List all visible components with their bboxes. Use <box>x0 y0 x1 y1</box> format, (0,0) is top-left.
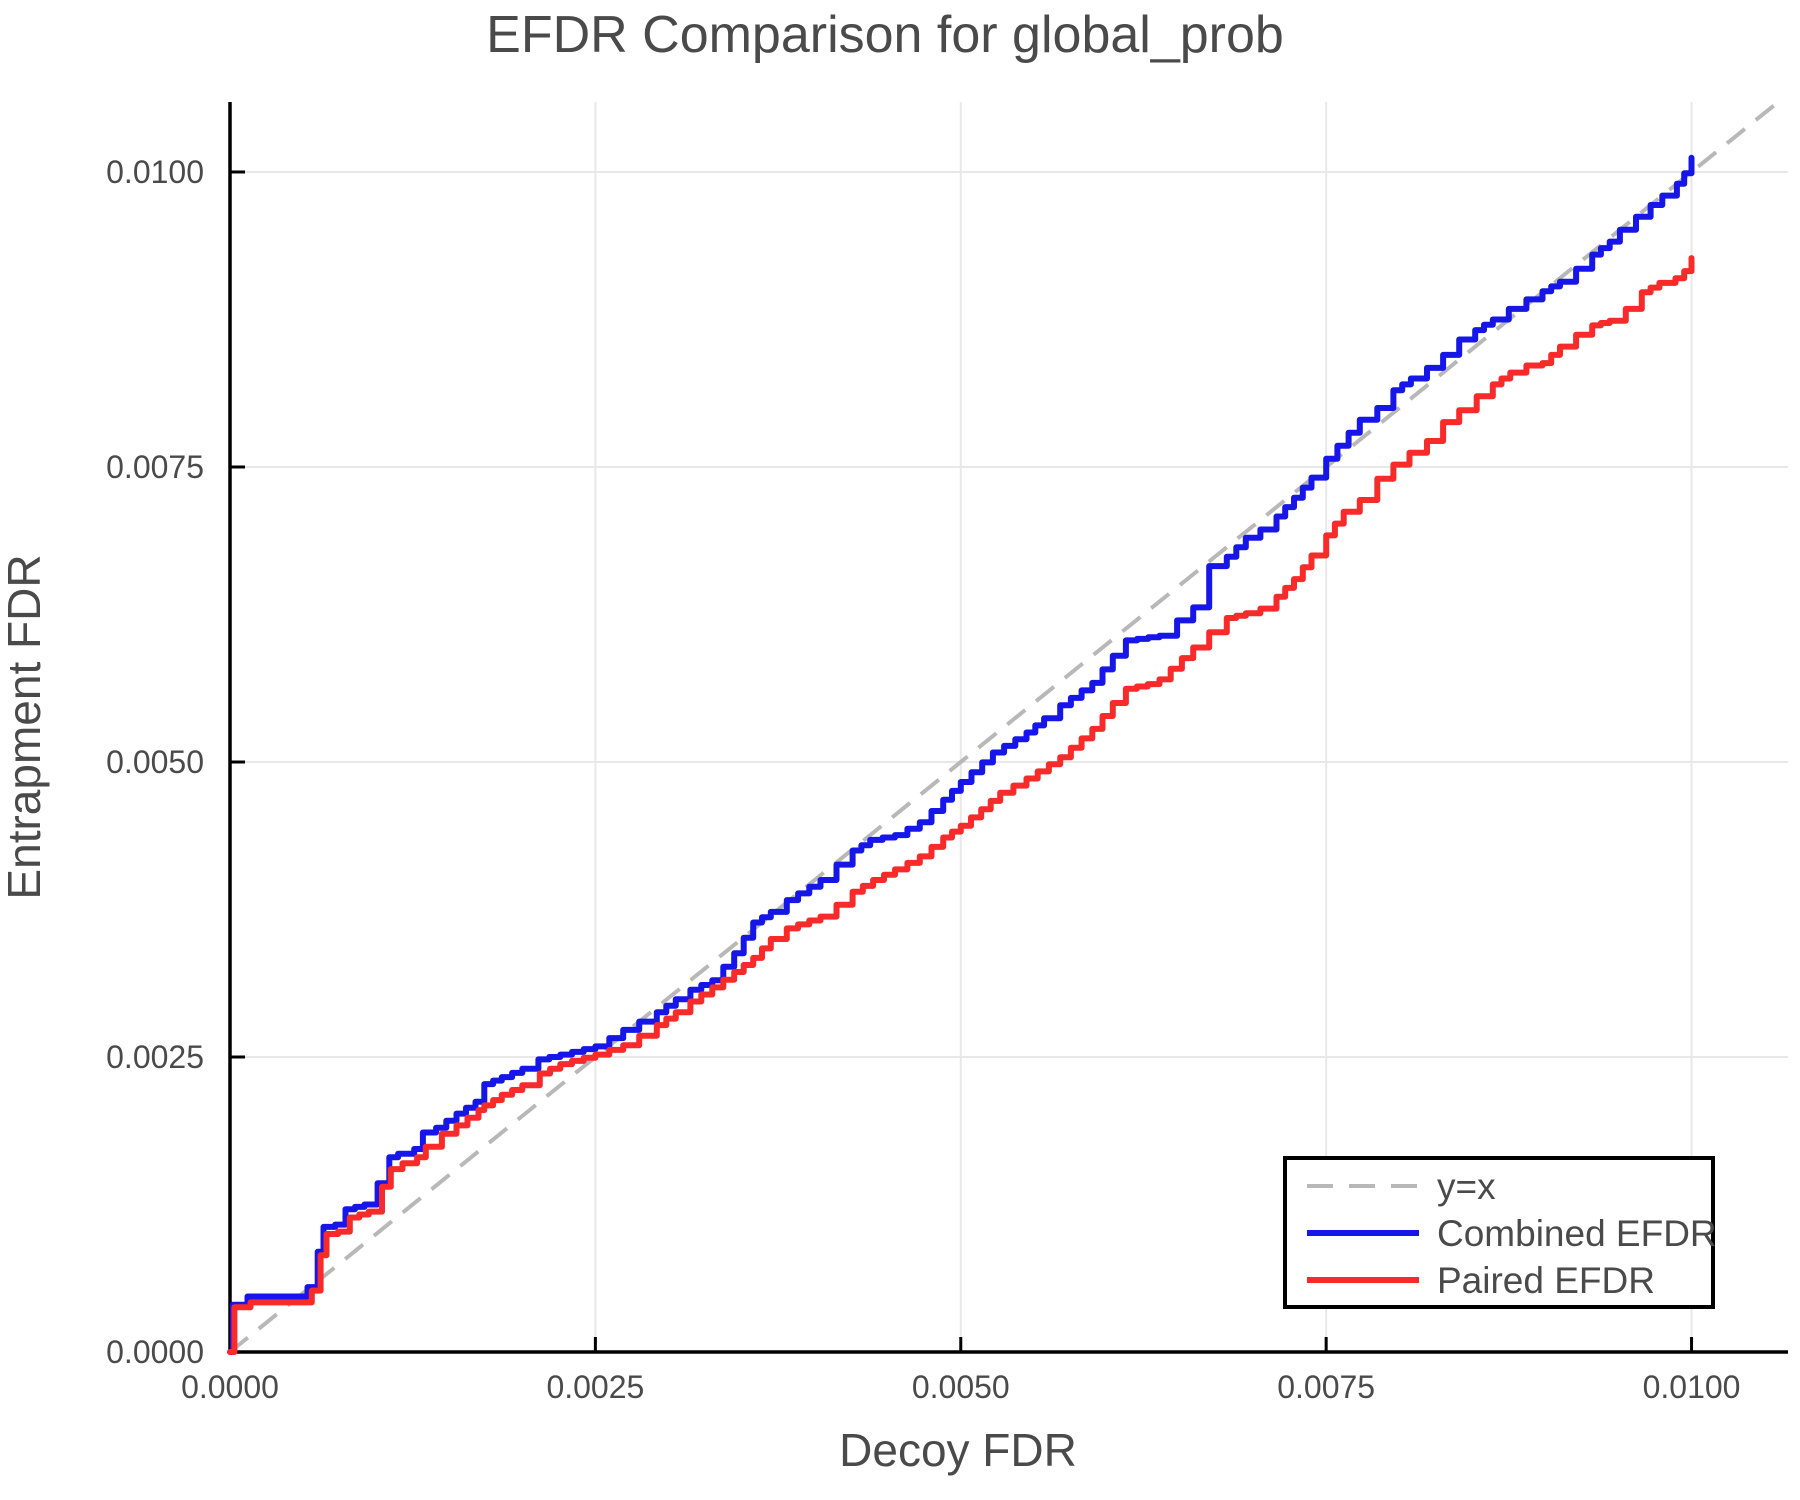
x-tick-label: 0.0050 <box>912 1369 1010 1405</box>
x-tick-label: 0.0025 <box>546 1369 644 1405</box>
legend-entry-label: Combined EFDR <box>1437 1213 1717 1254</box>
chart-title: EFDR Comparison for global_prob <box>486 6 1284 64</box>
y-tick-label: 0.0000 <box>106 1334 204 1370</box>
legend: y=x Combined EFDR Paired EFDR <box>1283 1156 1717 1309</box>
combined-efdr-line <box>227 154 1695 1355</box>
paired-efdr-line <box>227 255 1695 1355</box>
y-tick-label: 0.0050 <box>106 744 204 780</box>
axis-tick-labels: 0.0000 0.0025 0.0050 0.0075 0.0100 0.0000 0.00… <box>106 154 1740 1405</box>
y-tick-label: 0.0075 <box>106 449 204 485</box>
x-tick-label: 0.0100 <box>1643 1369 1741 1405</box>
y-tick-label: 0.0100 <box>106 154 204 190</box>
axes-spines <box>228 102 1788 1354</box>
x-tick-label: 0.0000 <box>181 1369 279 1405</box>
y-tick-label: 0.0025 <box>106 1039 204 1075</box>
x-axis-label: Decoy FDR <box>839 1424 1077 1476</box>
legend-entry-label: Paired EFDR <box>1437 1260 1655 1301</box>
x-tick-label: 0.0075 <box>1277 1369 1375 1405</box>
legend-entry-label: y=x <box>1437 1166 1496 1207</box>
y-axis-label: Entrapment FDR <box>0 554 50 899</box>
